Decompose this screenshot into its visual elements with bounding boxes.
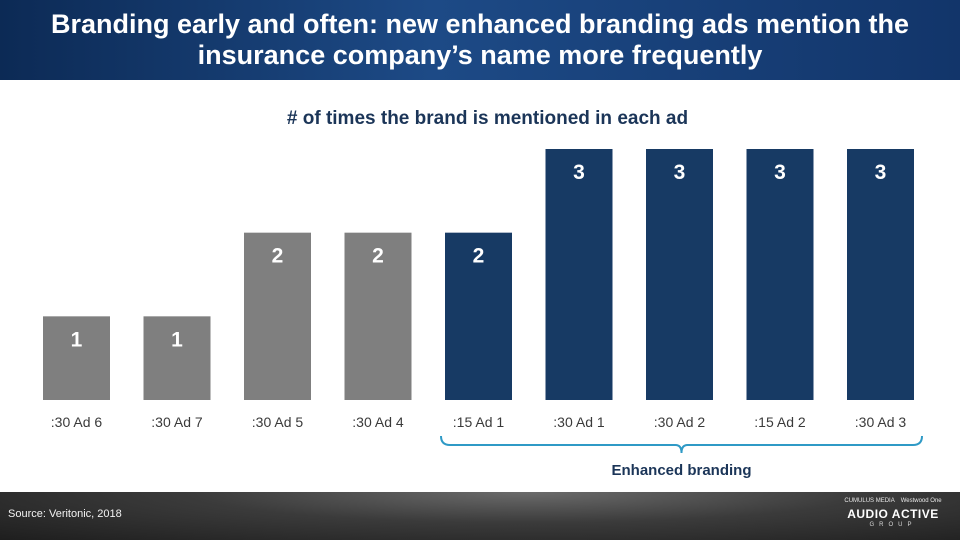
- data-label: 3: [573, 161, 585, 184]
- data-label: 3: [875, 161, 887, 184]
- logo-main-text: AUDIO ACTIVE: [847, 507, 939, 521]
- enhanced-branding-bracket: [440, 435, 923, 454]
- x-tick-label: :30 Ad 4: [352, 414, 404, 430]
- x-tick-label: :15 Ad 1: [453, 414, 505, 430]
- x-tick-label: :30 Ad 1: [553, 414, 605, 430]
- bar: [244, 232, 311, 400]
- slide-title: Branding early and often: new enhanced b…: [50, 9, 910, 70]
- bar: [143, 316, 211, 400]
- data-label: 1: [171, 328, 183, 351]
- bar: [545, 149, 613, 400]
- audio-active-group-logo: CUMULUS MEDIA Westwood One AUDIO ACTIVE …: [838, 498, 948, 536]
- chart-title: # of times the brand is mentioned in eac…: [286, 108, 689, 129]
- x-tick-label: :30 Ad 5: [252, 414, 304, 430]
- source-note: Source: Veritonic, 2018: [8, 508, 122, 520]
- data-label: 2: [272, 245, 284, 268]
- bar: [847, 149, 914, 400]
- logo-sub-text: GROUP: [869, 522, 917, 528]
- bar: [746, 149, 814, 400]
- bracket-label: Enhanced branding: [611, 462, 751, 479]
- bar: [646, 149, 713, 400]
- footer-bar: Source: Veritonic, 2018 CUMULUS MEDIA We…: [0, 492, 960, 540]
- x-tick-label: :30 Ad 3: [855, 414, 907, 430]
- x-tick-label: :30 Ad 7: [151, 414, 203, 430]
- bar: [344, 232, 412, 400]
- data-label: 2: [372, 245, 384, 268]
- bar: [43, 316, 110, 400]
- x-tick-label: :30 Ad 2: [654, 414, 706, 430]
- data-label: 2: [473, 245, 485, 268]
- data-label: 3: [774, 161, 786, 184]
- bar: [445, 232, 512, 400]
- logo-westwood-text: Westwood One: [900, 498, 942, 504]
- data-label: 3: [674, 161, 686, 184]
- title-banner: Branding early and often: new enhanced b…: [0, 0, 960, 80]
- logo-cumulus-text: CUMULUS MEDIA: [844, 498, 895, 504]
- data-label: 1: [71, 328, 83, 351]
- x-tick-label: :30 Ad 6: [51, 414, 103, 430]
- x-tick-label: :15 Ad 2: [754, 414, 806, 430]
